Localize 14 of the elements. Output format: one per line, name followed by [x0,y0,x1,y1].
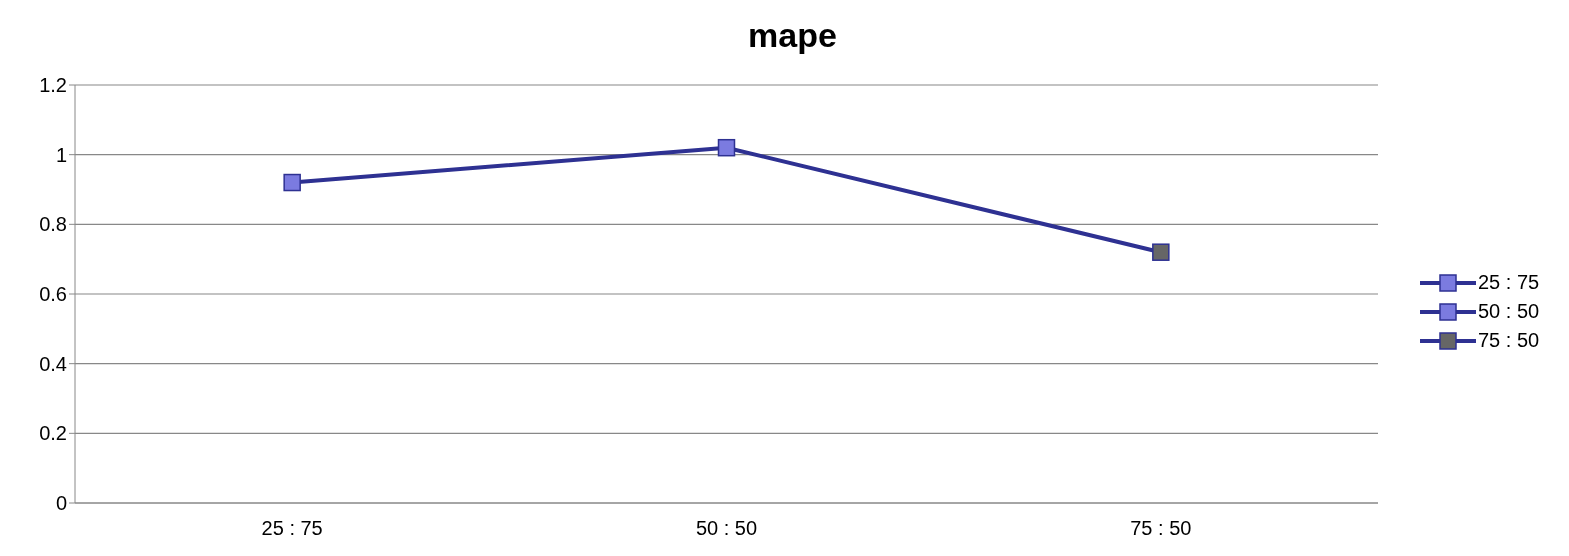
y-tick-label: 0.8 [39,213,67,236]
y-tick-label: 0.6 [39,283,67,306]
y-tick-label: 1 [55,143,67,166]
x-tick-label: 75 : 50 [1130,517,1192,540]
y-tick-label: 0.4 [39,352,67,375]
category-label: 75 : 50 [1478,329,1540,351]
x-tick-label: 25 : 75 [261,517,323,540]
x-tick-label: 50 : 50 [695,517,758,540]
chart-title: mape [747,16,838,55]
y-tick-label: 0.2 [39,422,67,445]
category-label: 25 : 75 [1478,271,1540,293]
category-label: 50 : 50 [1478,300,1540,322]
y-tick-label: 1.2 [39,74,67,97]
y-tick-label: 0 [55,492,67,515]
